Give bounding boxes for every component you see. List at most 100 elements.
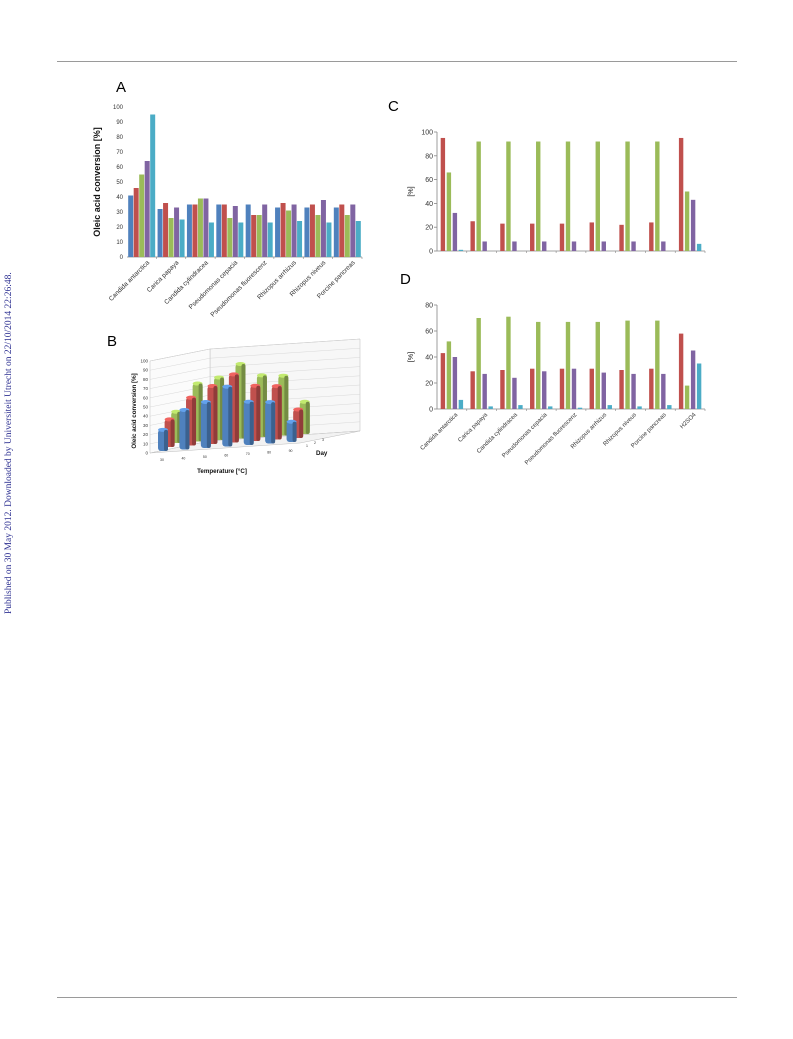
bar-3d-shade — [185, 409, 190, 450]
y-tick-label: 0 — [120, 255, 124, 261]
panel-label-b: B — [107, 333, 118, 350]
bar — [275, 207, 281, 257]
bar — [536, 321, 541, 409]
bar — [542, 241, 547, 251]
chart-c: 0 20 40 60 80 100 [%] — [408, 129, 706, 255]
bar — [571, 368, 577, 409]
bar-3d-shade — [299, 409, 304, 438]
bar-3d-shade — [170, 419, 175, 447]
y-tick-label: 60 — [425, 177, 433, 184]
bar — [678, 333, 684, 409]
chart-b: 0 10 20 30 40 50 60 70 80 90 100 30 40 50 60 70 80 90 1 2 3 O… — [131, 338, 361, 475]
bar — [506, 141, 511, 251]
panel-label-d: D — [400, 271, 411, 288]
bar — [197, 198, 203, 257]
bar — [661, 373, 666, 409]
x-tick-label: 30 — [160, 458, 164, 462]
bar — [144, 161, 150, 257]
bar — [320, 200, 326, 257]
bar — [488, 406, 493, 409]
y-tick-label: 60 — [143, 395, 149, 400]
y-tick-label: 40 — [425, 354, 433, 361]
bar — [355, 221, 361, 257]
bar — [174, 207, 180, 257]
bar-3d-shade — [192, 397, 197, 446]
bar — [619, 224, 624, 251]
x-axis-label: Temperature [°C] — [197, 468, 247, 475]
bar — [631, 373, 636, 409]
z-axis-label: Day — [316, 450, 328, 457]
bar-3d-shade — [305, 401, 310, 434]
y-tick-label: 100 — [140, 359, 148, 364]
y-tick-label: 80 — [425, 153, 433, 160]
bar — [297, 221, 303, 257]
bar — [482, 373, 487, 409]
bar — [631, 241, 636, 251]
x-tick-label: 50 — [203, 455, 207, 459]
y-tick-label: 40 — [143, 414, 149, 419]
bar-3d-shade — [234, 374, 239, 443]
gridline — [149, 376, 211, 389]
bar — [512, 241, 517, 251]
bar — [589, 222, 594, 251]
chart-a: 0 10 20 30 40 50 60 70 80 90 100 Oleic acid convers… — [92, 105, 363, 319]
bar — [458, 249, 464, 251]
bar — [326, 222, 332, 257]
bar — [458, 399, 464, 409]
bar — [476, 318, 481, 409]
bar — [625, 141, 630, 251]
bar-3d-shade — [271, 402, 276, 444]
y-axis-label: [%] — [408, 352, 415, 362]
bar — [649, 368, 654, 409]
bar — [192, 204, 198, 257]
bar — [179, 219, 185, 257]
bar — [559, 223, 565, 251]
gridline — [209, 357, 361, 368]
y-tick-label: 80 — [116, 135, 123, 141]
y-tick-label: 30 — [143, 423, 149, 428]
bar — [595, 321, 600, 409]
bar — [500, 223, 505, 251]
bar — [655, 141, 660, 251]
bar — [482, 241, 487, 251]
bar — [678, 137, 684, 251]
download-note: Published on 30 May 2012. Downloaded by … — [4, 272, 14, 614]
y-tick-label: 20 — [116, 225, 123, 231]
bar — [542, 371, 547, 409]
y-tick-label: 60 — [116, 165, 123, 171]
bar — [150, 114, 156, 257]
bar — [506, 316, 511, 409]
bar — [216, 204, 222, 257]
gridline — [209, 348, 361, 359]
bar — [350, 204, 356, 257]
y-axis-label: Oleic acid conversion [%] — [92, 127, 102, 237]
bar — [157, 209, 163, 257]
bar — [291, 204, 297, 257]
x-tick-label: Candida antarctica — [420, 412, 460, 452]
bar — [690, 350, 696, 409]
bar — [470, 371, 475, 409]
bar — [238, 222, 244, 257]
bar — [208, 222, 214, 257]
y-tick-label: 70 — [143, 386, 149, 391]
y-tick-label: 0 — [145, 451, 148, 456]
y-tick-label: 40 — [116, 195, 123, 201]
bar — [607, 405, 612, 409]
bar-3d-shade — [228, 386, 233, 447]
x-tick-label: 60 — [224, 454, 228, 458]
bar — [315, 215, 321, 257]
bar — [684, 191, 690, 251]
bar — [565, 141, 571, 251]
bar — [667, 405, 672, 409]
bar-3d-shade — [164, 429, 168, 451]
bar-3d-shade — [249, 401, 254, 445]
y-tick-label: 100 — [421, 129, 433, 136]
bar — [625, 320, 630, 409]
bar — [440, 137, 446, 251]
bar — [186, 204, 192, 257]
gridline — [209, 338, 361, 350]
bar — [655, 320, 660, 409]
y-tick-label: 50 — [143, 405, 149, 410]
y-tick-label: 60 — [425, 328, 433, 335]
y-tick-label: 0 — [429, 406, 433, 413]
